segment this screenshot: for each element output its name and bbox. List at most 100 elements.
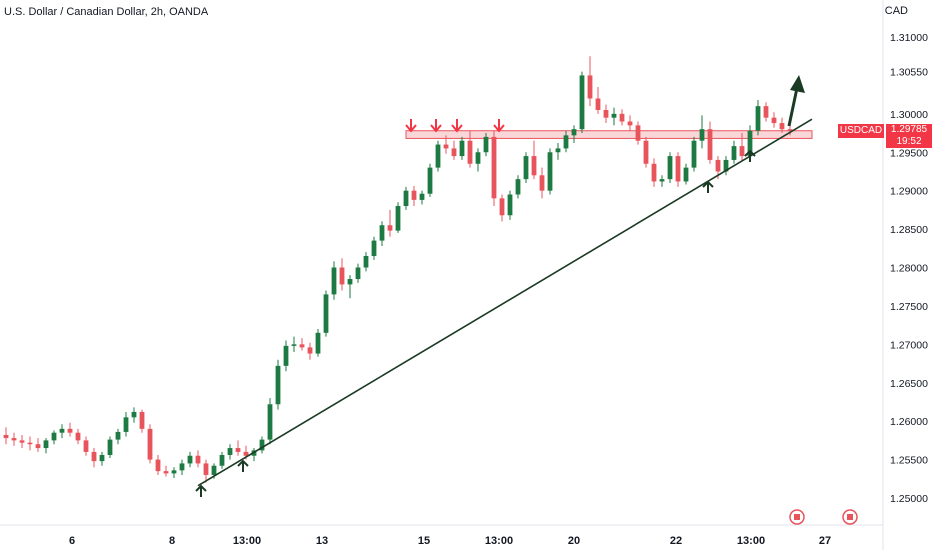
x-tick-label: 6 — [69, 535, 75, 547]
candle — [411, 186, 417, 207]
candle — [379, 221, 385, 246]
candle — [435, 140, 441, 172]
candle — [51, 430, 57, 445]
y-tick-label: 1.27500 — [890, 301, 928, 313]
candle — [11, 432, 17, 446]
down-arrow-icon — [451, 119, 463, 133]
candle — [571, 125, 577, 144]
y-tick-label: 1.30550 — [890, 67, 928, 79]
up-arrow-icon — [195, 484, 207, 497]
candle — [163, 465, 169, 477]
candles-layer — [3, 56, 793, 483]
candle — [235, 440, 241, 456]
candle — [507, 190, 513, 220]
candle — [403, 186, 409, 210]
candle — [179, 459, 185, 475]
candle — [35, 438, 41, 452]
candle — [731, 140, 737, 164]
x-tick-label: 13:00 — [485, 535, 513, 547]
candle — [395, 202, 401, 233]
candle — [427, 163, 433, 197]
x-tick-label: 22 — [670, 535, 682, 547]
countdown-label: 19:52 — [896, 136, 922, 147]
candle — [99, 451, 105, 466]
us-flag-icon[interactable] — [842, 509, 858, 525]
candle — [227, 444, 233, 460]
candle — [779, 117, 785, 134]
candle — [171, 467, 177, 479]
candle — [651, 158, 657, 187]
y-tick-label: 1.27000 — [890, 339, 928, 351]
x-tick-label: 27 — [819, 535, 831, 547]
candle — [59, 424, 65, 439]
candle — [771, 112, 777, 128]
candle — [131, 407, 137, 423]
candle — [531, 140, 537, 180]
candle — [539, 167, 545, 199]
up-arrow-icon — [702, 180, 714, 193]
candle — [363, 252, 369, 272]
candle — [19, 434, 25, 449]
candle — [91, 448, 97, 468]
candle — [259, 436, 265, 454]
projection-arrow-icon — [787, 75, 805, 127]
x-tick-label: 8 — [169, 535, 175, 547]
candle — [203, 459, 209, 483]
candle — [291, 336, 297, 353]
candle — [603, 104, 609, 124]
candle — [691, 136, 697, 172]
x-tick-label: 13 — [316, 535, 328, 547]
candle — [555, 143, 561, 160]
candle — [3, 427, 9, 445]
candle — [251, 448, 257, 462]
candle — [83, 436, 89, 456]
symbol-tag[interactable]: USDCAD — [838, 124, 884, 138]
price-axis[interactable] — [0, 0, 884, 550]
candle — [123, 411, 129, 437]
candle — [43, 438, 49, 454]
candle — [683, 163, 689, 185]
y-tick-label: 1.28000 — [890, 263, 928, 275]
y-ticks: 1.31000 1.30550 1.30000 1.29500 1.29000 1.285… — [890, 32, 928, 505]
price-tag[interactable]: 1.29785 19:52 — [886, 124, 932, 148]
y-tick-label: 1.25500 — [890, 455, 928, 467]
candle — [339, 258, 345, 291]
candle — [483, 133, 489, 157]
y-tick-label: 1.30000 — [890, 109, 928, 121]
down-arrow-icon — [493, 119, 505, 133]
candle — [579, 71, 585, 134]
candle — [467, 130, 473, 168]
candle — [355, 263, 361, 283]
y-tick-label: 1.29000 — [890, 186, 928, 198]
y-tick-label: 1.31000 — [890, 32, 928, 44]
candle — [595, 86, 601, 114]
candle — [563, 130, 569, 153]
y-tick-label: 1.25000 — [890, 493, 928, 505]
candle — [419, 190, 425, 205]
x-tick-label: 20 — [568, 535, 580, 547]
candle — [75, 428, 81, 445]
candle — [323, 290, 329, 337]
event-icons — [789, 509, 858, 525]
candle — [283, 340, 289, 372]
candle — [475, 148, 481, 172]
candle — [187, 451, 193, 468]
candle — [275, 359, 281, 410]
x-ticks: 6 8 13:00 13 15 13:00 20 22 13:00 27 — [69, 535, 831, 547]
candle — [315, 328, 321, 357]
candle — [155, 454, 161, 475]
candle — [147, 424, 153, 464]
candle — [587, 56, 593, 107]
y-tick-label: 1.26500 — [890, 378, 928, 390]
x-tick-label: 13:00 — [233, 535, 261, 547]
canada-flag-icon[interactable] — [789, 509, 805, 525]
currency-label: CAD — [884, 5, 908, 17]
candle — [107, 436, 113, 459]
candle — [739, 133, 745, 162]
candle — [27, 436, 33, 451]
last-price-label: 1.29785 — [890, 124, 928, 135]
up-arrow-icon — [237, 459, 249, 472]
candle — [723, 156, 729, 176]
